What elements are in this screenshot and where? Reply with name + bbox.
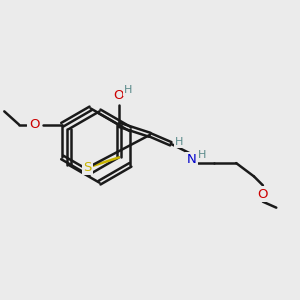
Text: H: H bbox=[175, 137, 183, 147]
Text: S: S bbox=[84, 161, 92, 174]
Text: O: O bbox=[29, 118, 39, 131]
Text: H: H bbox=[124, 85, 133, 95]
Text: O: O bbox=[258, 188, 268, 201]
Text: O: O bbox=[114, 89, 124, 102]
Text: H: H bbox=[198, 150, 206, 160]
Text: N: N bbox=[187, 153, 196, 166]
